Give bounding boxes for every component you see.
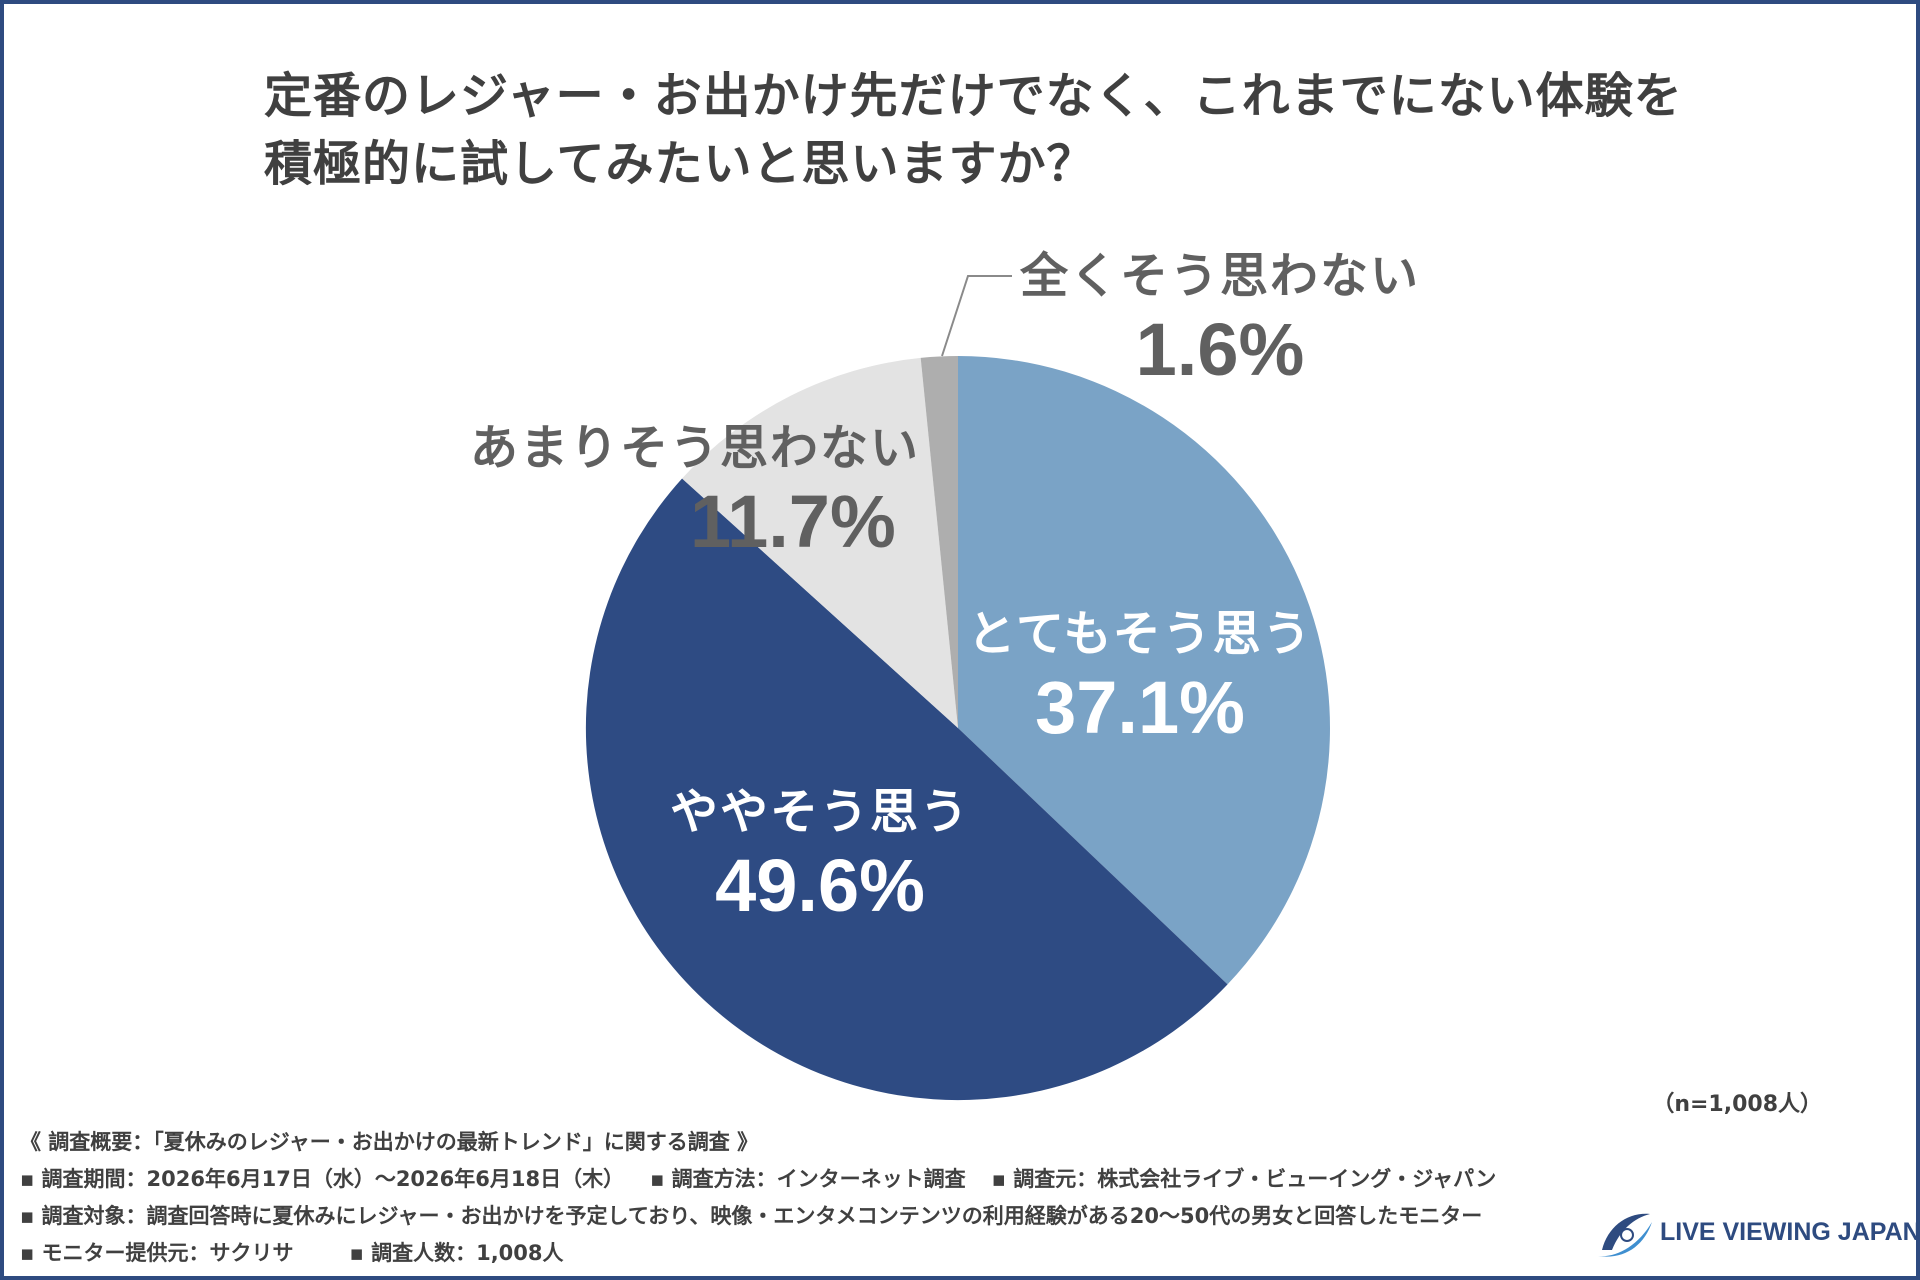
survey-notes: 《 調査概要：「夏休みのレジャー・お出かけの最新トレンド」に関する調査 》 ▪ … — [20, 1124, 1496, 1272]
notes-row-2: ▪ 調査期間：2026年6月17日（水）～2026年6月18日（木） ▪ 調査方法… — [20, 1161, 1496, 1198]
slice-label-strongly-disagree: 全くそう思わない 1.6% — [1010, 246, 1430, 394]
slice-strongly-disagree — [920, 356, 958, 728]
slice-value-strongly-disagree: 1.6% — [1135, 308, 1305, 391]
slice-strongly-agree — [958, 356, 1330, 985]
logo-mark-icon — [1598, 1213, 1652, 1257]
slice-value-somewhat-agree: 49.6% — [715, 844, 925, 927]
slice-label-somewhat-disagree: あまりそう思わない 11.7% — [460, 418, 930, 566]
title-line-1: 定番のレジャー・お出かけ先だけでなく、これまでにない体験を — [264, 68, 1683, 124]
slice-name-somewhat-agree: ややそう思う — [669, 784, 970, 840]
notes-method: ▪ 調査方法：インターネット調査 — [650, 1167, 966, 1191]
notes-provider: ▪ モニター提供元：サクリサ — [20, 1241, 294, 1265]
slice-somewhat-agree — [585, 478, 1228, 1101]
slice-value-strongly-agree: 37.1% — [1035, 666, 1245, 749]
notes-row-4: ▪ モニター提供元：サクリサ ▪ 調査人数：1,008人 — [20, 1235, 1496, 1272]
notes-heading: 《 調査概要：「夏休みのレジャー・お出かけの最新トレンド」に関する調査 》 — [20, 1130, 759, 1154]
title-line-2: 積極的に試してみたいと思いますか？ — [264, 136, 1096, 192]
slice-name-strongly-disagree: 全くそう思わない — [1019, 248, 1420, 304]
notes-count: ▪ 調査人数：1,008人 — [349, 1241, 564, 1265]
notes-target: ▪ 調査対象：調査回答時に夏休みにレジャー・お出かけを予定しており、映像・エンタ… — [20, 1204, 1483, 1228]
slice-name-somewhat-disagree: あまりそう思わない — [469, 420, 920, 476]
slice-value-somewhat-disagree: 11.7% — [690, 480, 896, 563]
notes-period: ▪ 調査期間：2026年6月17日（水）～2026年6月18日（木） — [20, 1167, 625, 1191]
slice-somewhat-disagree — [682, 357, 958, 728]
notes-source: ▪ 調査元：株式会社ライブ・ビューイング・ジャパン — [991, 1167, 1497, 1191]
slice-name-strongly-agree: とてもそう思う — [967, 606, 1313, 662]
leader-line-strongly-disagree — [941, 275, 1012, 357]
sample-size: （n=1,008人） — [1652, 1092, 1822, 1117]
logo-text: LIVE VIEWING JAPAN — [1660, 1218, 1920, 1246]
chart-title: 定番のレジャー・お出かけ先だけでなく、これまでにない体験を 積極的に試してみたい… — [264, 62, 1683, 198]
slice-label-strongly-agree: とてもそう思う 37.1% — [950, 604, 1330, 752]
company-logo: LIVE VIEWING JAPAN — [1594, 1206, 1920, 1260]
slice-label-somewhat-agree: ややそう思う 49.6% — [630, 782, 1010, 930]
